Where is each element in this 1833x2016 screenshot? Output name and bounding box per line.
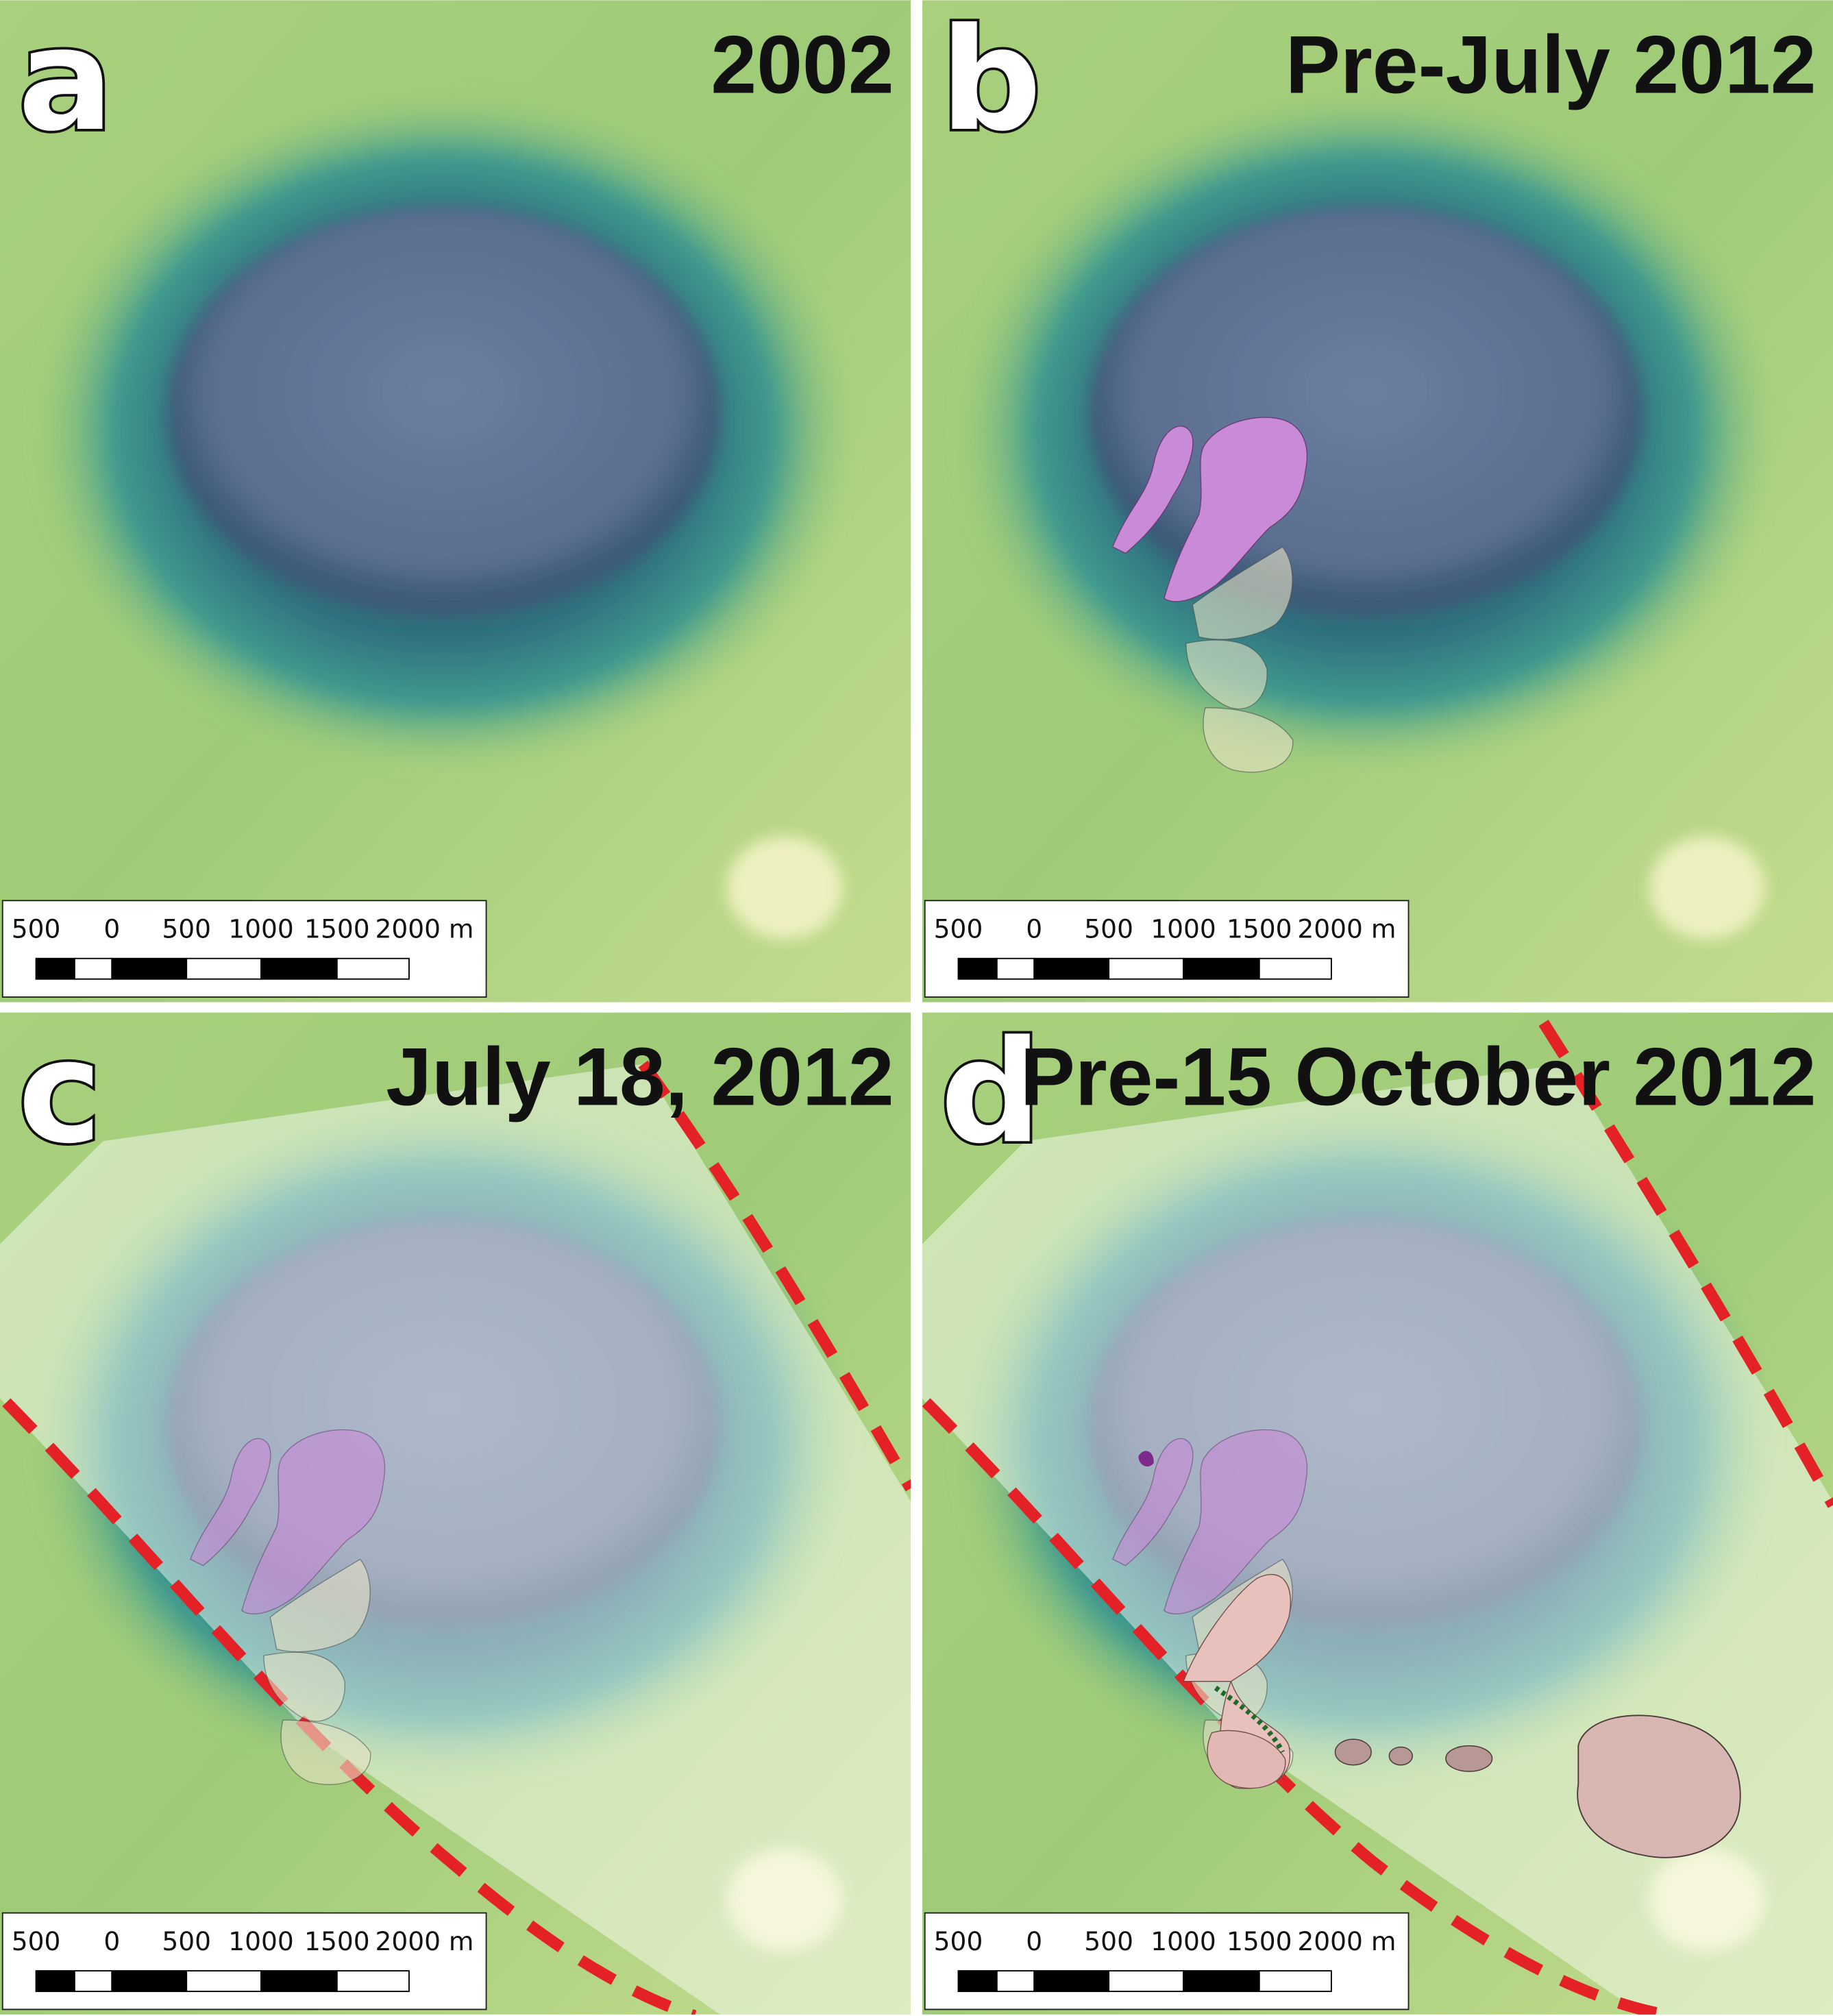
panel: b Pre-July 2012 500 0 500 1000 1500 2000 m <box>922 0 1833 1003</box>
lava-blob <box>1445 1745 1493 1772</box>
scale-box <box>1 1912 487 2011</box>
scale-label: 500 <box>934 914 983 944</box>
panel-title: Pre-July 2012 <box>1285 19 1817 110</box>
panel-letter: c <box>18 1009 101 1175</box>
scale-segment <box>260 957 338 980</box>
scale-label: 500 <box>162 1926 211 1956</box>
scale-segment <box>1108 957 1184 980</box>
lava-flow <box>1164 1429 1308 1614</box>
scale-label: 500 <box>12 914 61 944</box>
scale-label: 500 <box>1084 914 1133 944</box>
panel-title: July 18, 2012 <box>386 1031 894 1123</box>
scale-segment <box>1033 1970 1110 1993</box>
scale-segment <box>260 1970 338 1993</box>
scale-segment <box>1033 957 1110 980</box>
scale-segment <box>336 957 410 980</box>
scale-segment <box>1108 1970 1184 1993</box>
purple-vent <box>1138 1451 1154 1467</box>
red-boundary <box>638 1060 911 1492</box>
scale-label: 500 <box>1084 1926 1133 1956</box>
scale-segment <box>996 1970 1035 1993</box>
new-flow <box>1207 1730 1286 1789</box>
scale-segment <box>336 1970 410 1993</box>
scale-label: 1500 <box>1227 914 1292 944</box>
scale-segment <box>957 957 998 980</box>
lava-flow <box>241 1429 386 1614</box>
dome <box>1577 1714 1741 1858</box>
scale-label: 1500 <box>304 914 370 944</box>
lava-flow <box>1111 426 1194 554</box>
faint-flow <box>1192 546 1293 640</box>
faint-flow <box>1203 707 1294 773</box>
scale-label: 1000 <box>228 914 294 944</box>
scale-segment <box>35 957 75 980</box>
new-flow <box>1183 1574 1291 1789</box>
scale-segment <box>35 1970 75 1993</box>
scale-label: 500 <box>934 1926 983 1956</box>
scale-segment <box>73 1970 113 1993</box>
cone <box>1649 1848 1765 1952</box>
scale-label: 500 <box>162 914 211 944</box>
faint-flow <box>1185 639 1268 710</box>
lava-blob <box>1334 1738 1372 1766</box>
survey-overlay <box>0 1064 911 2015</box>
scale-segment <box>1183 957 1260 980</box>
panel-title: 2002 <box>711 19 894 110</box>
scale-segment <box>1183 1970 1260 1993</box>
panel: a 2002 500 0 500 1000 1500 2000 m <box>0 0 911 1003</box>
red-boundary <box>922 1398 1673 2015</box>
cone <box>726 1848 843 1952</box>
scale-segment <box>996 957 1035 980</box>
scale-box <box>924 1912 1410 2011</box>
panel-letter: d <box>940 1009 1042 1175</box>
cone <box>1649 836 1765 939</box>
scale-label: 1500 <box>1227 1926 1292 1956</box>
scale-segment <box>957 1970 998 1993</box>
faint-flow <box>269 1558 371 1653</box>
panel-title: Pre-15 October 2012 <box>1020 1031 1817 1123</box>
scale-box <box>924 900 1410 998</box>
scale-segment <box>73 957 113 980</box>
scale-label: 1000 <box>1151 1926 1216 1956</box>
crater-floor <box>167 206 721 618</box>
scale-label: 2000 m <box>375 1926 473 1956</box>
scale-label: 0 <box>103 1926 120 1956</box>
lava-flow <box>189 1438 271 1566</box>
scale-segment <box>1258 957 1332 980</box>
panel-letter: a <box>18 0 113 162</box>
panel: c July 18, 2012 500 0 500 1000 1500 2000 m <box>0 1009 911 2015</box>
lava-blob <box>1388 1746 1413 1766</box>
red-boundary <box>2 1398 697 2015</box>
faint-flow <box>280 1719 371 1785</box>
scale-label: 1000 <box>1151 914 1216 944</box>
scale-label: 1000 <box>228 1926 294 1956</box>
scale-label: 500 <box>12 1926 61 1956</box>
scale-label: 1500 <box>304 1926 370 1956</box>
faint-flow <box>263 1651 345 1722</box>
scale-segment <box>186 1970 262 1993</box>
scale-label: 2000 m <box>1297 1926 1396 1956</box>
scale-label: 0 <box>1026 914 1042 944</box>
scale-label: 2000 m <box>375 914 473 944</box>
scale-label: 2000 m <box>1297 914 1396 944</box>
crater-floor <box>1089 206 1643 618</box>
scale-label: 0 <box>1026 1926 1042 1956</box>
scale-box <box>1 900 487 998</box>
lava-flow <box>1164 417 1308 602</box>
scale-segment <box>1258 1970 1332 1993</box>
scale-label: 0 <box>103 914 120 944</box>
cone <box>726 836 843 939</box>
scale-segment <box>111 1970 188 1993</box>
scale-segment <box>111 957 188 980</box>
vent-arc <box>1214 1685 1285 1754</box>
scale-segment <box>186 957 262 980</box>
lava-flow <box>1111 1438 1194 1566</box>
panel-letter: b <box>940 0 1042 162</box>
red-boundary <box>1538 1020 1833 1508</box>
